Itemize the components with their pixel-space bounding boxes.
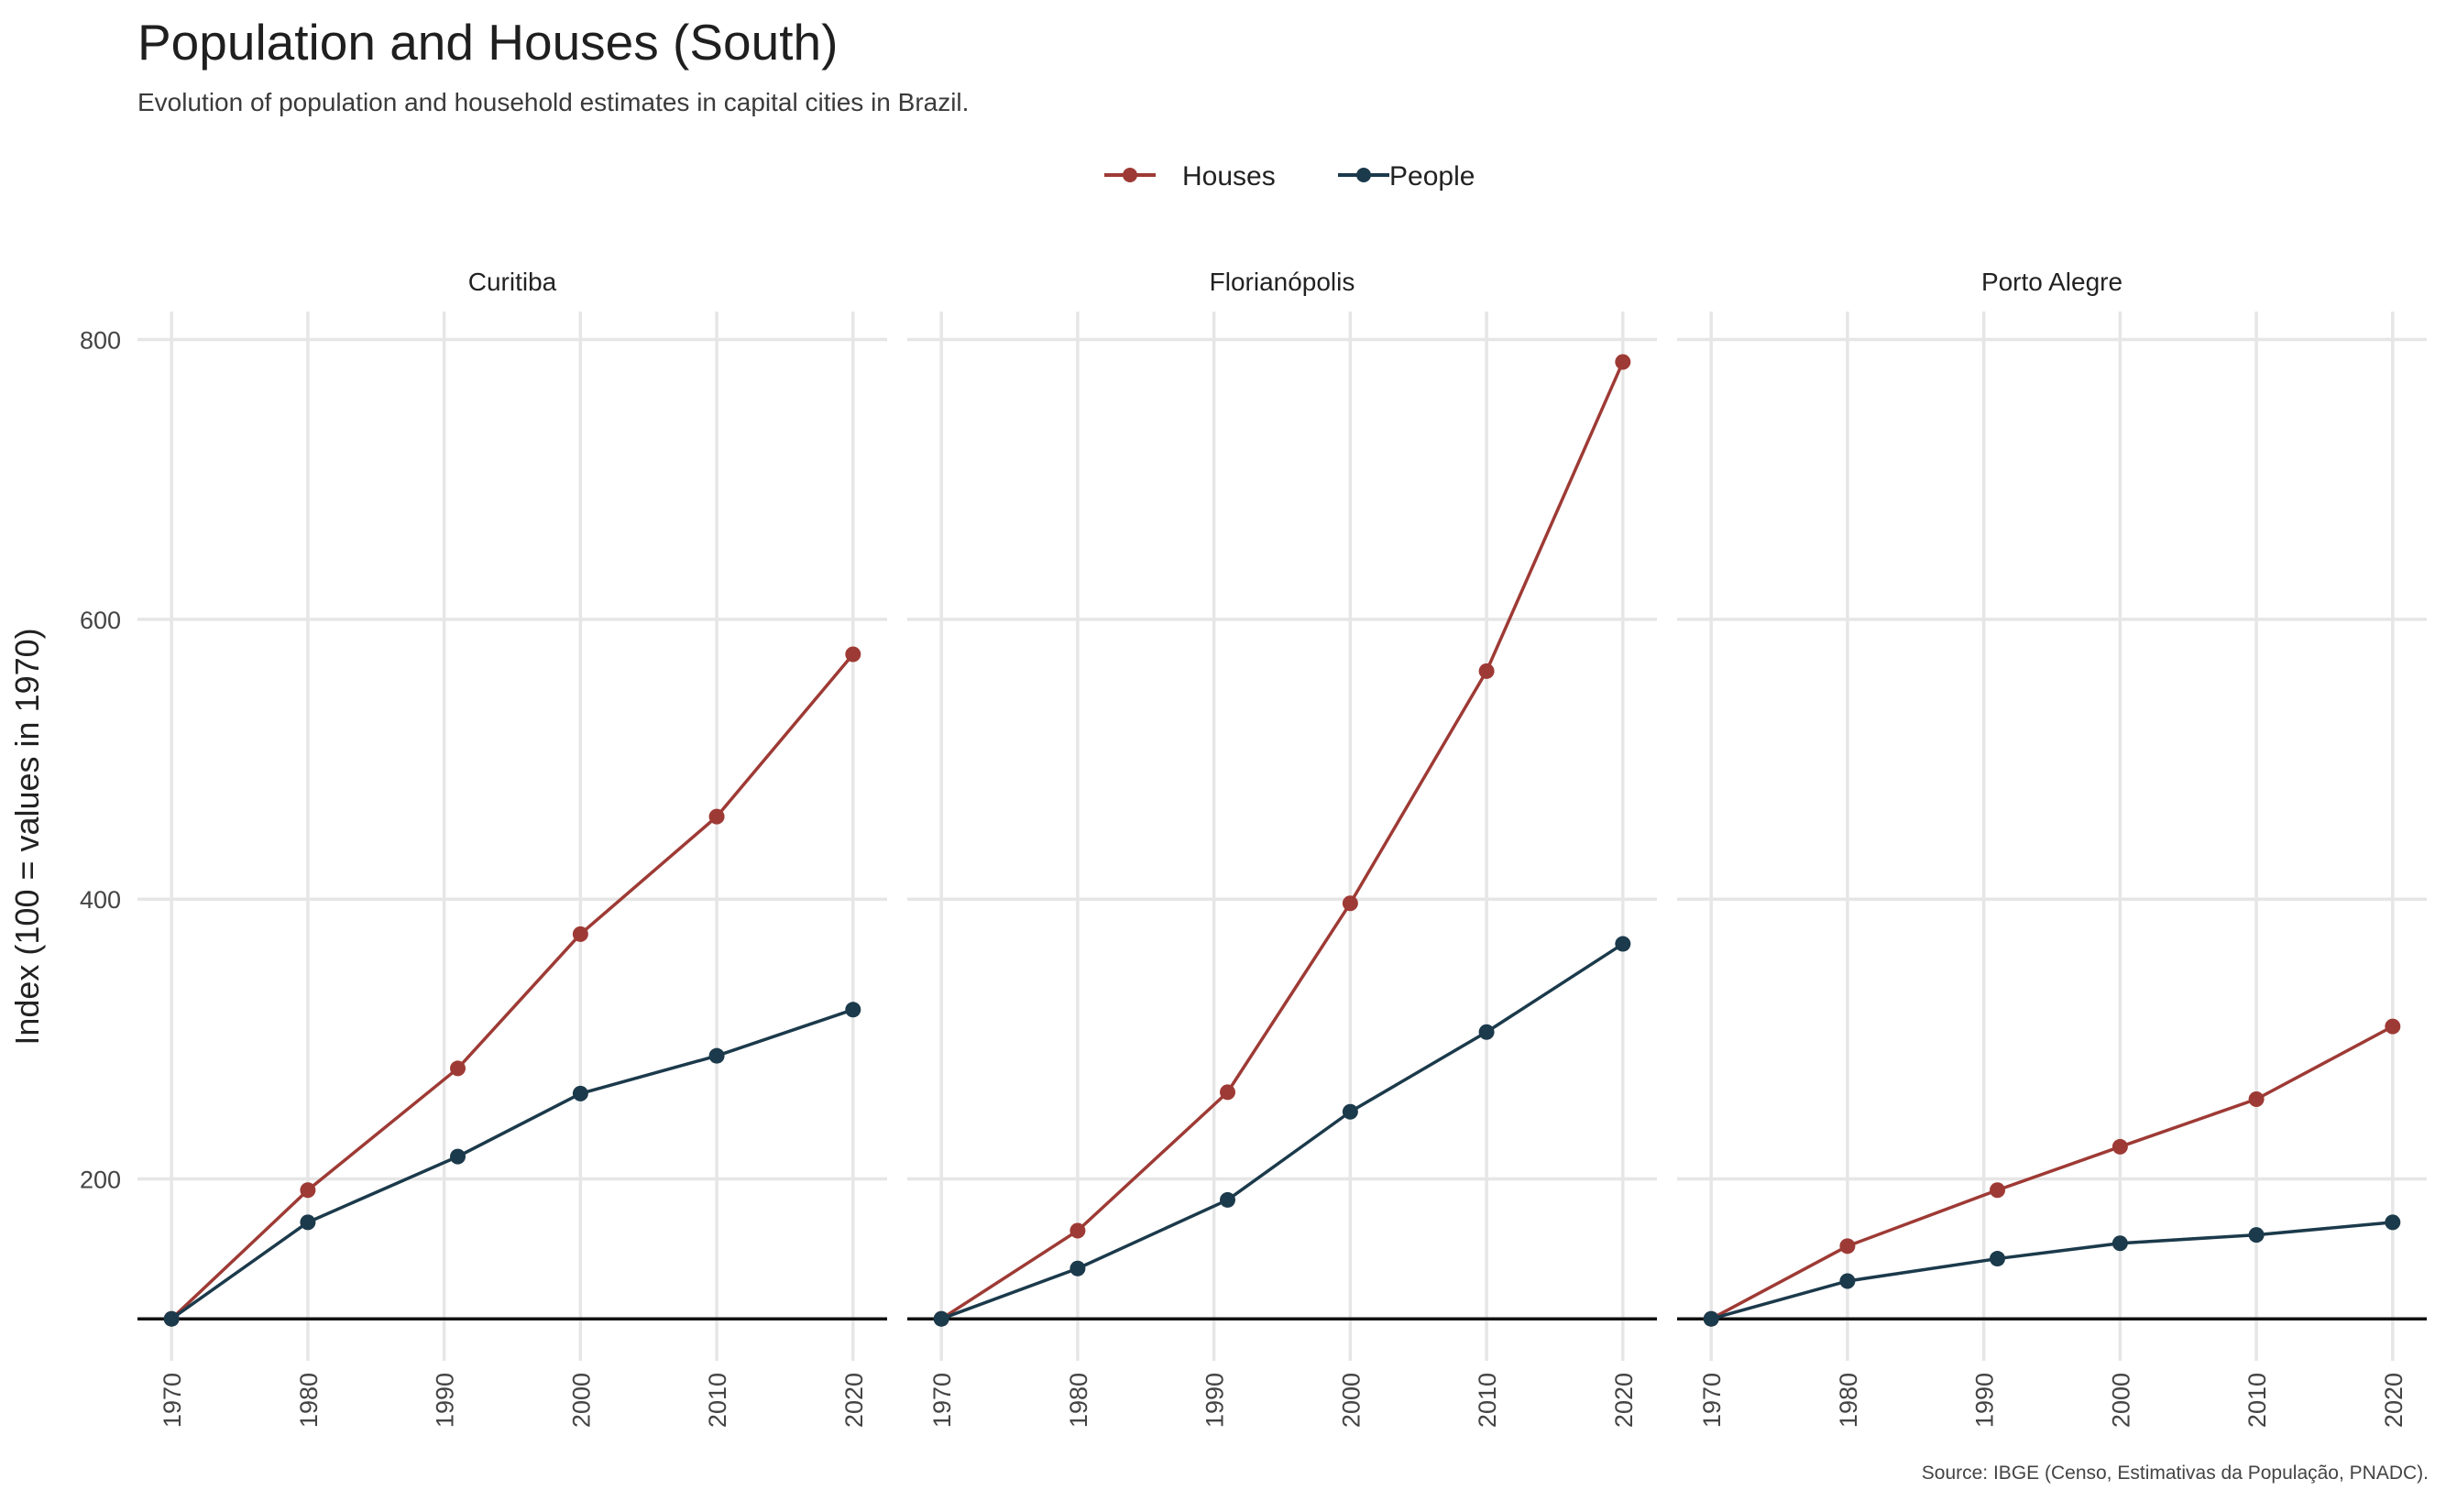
data-point [708,808,725,825]
x-tick-label: 1990 [1201,1373,1229,1428]
data-point [1615,936,1631,952]
series-line-people [170,1008,854,1320]
data-point [1220,1084,1236,1101]
data-point [2385,1018,2401,1035]
facet-strip-label: Curitiba [468,268,557,296]
y-tick-label: 400 [80,886,121,914]
series-line-houses [1710,1024,2394,1320]
data-point [2248,1091,2265,1108]
data-point [300,1182,316,1199]
y-tick-label: 800 [80,327,121,355]
x-tick-label: 2010 [1474,1373,1501,1428]
data-point [1342,1103,1358,1120]
legend-item-houses: Houses [1104,161,1276,192]
series-line-people [1710,1221,2393,1320]
data-point [1839,1238,1856,1255]
data-point [1069,1260,1086,1276]
x-tick-label: 2020 [840,1373,868,1428]
series-houses [933,354,1631,1327]
data-point [2248,1227,2265,1244]
y-tick-label: 200 [80,1167,121,1194]
data-point [2385,1214,2401,1231]
x-tick-label: 1970 [159,1373,186,1428]
legend-label: People [1389,161,1475,192]
series-line-houses [940,361,1625,1320]
data-point [300,1214,316,1231]
series-people [163,1002,861,1327]
data-point [1478,663,1495,679]
x-tick-label: 1990 [1971,1373,1999,1428]
legend-item-people: People [1338,161,1475,192]
data-point [1703,1310,1719,1327]
chart-title: Population and Houses (South) [137,14,839,71]
series-line-people [940,942,1624,1320]
x-tick-label: 2020 [2380,1373,2408,1428]
data-point [2111,1138,2128,1155]
data-point [708,1047,725,1064]
gridlines [907,312,1657,1361]
x-tick-label: 2020 [1610,1373,1638,1428]
series-houses [163,646,861,1327]
y-axis-label: Index (100 = values in 1970) [8,628,46,1045]
data-point [450,1060,466,1077]
x-tick-label: 1980 [1835,1373,1862,1428]
x-tick-label: 2010 [2243,1373,2271,1428]
data-point [2111,1235,2128,1252]
series-people [933,936,1631,1327]
data-point [572,1085,588,1101]
data-point [1478,1024,1495,1040]
data-point [1342,895,1358,912]
data-point [1839,1273,1856,1289]
x-tick-label: 1970 [928,1373,956,1428]
y-axis: 200 400 600 800 [80,327,121,1194]
x-tick-label: 1980 [295,1373,323,1428]
x-tick-label: 2010 [704,1373,731,1428]
legend: Houses People [1104,161,1475,192]
x-tick-label: 1980 [1065,1373,1092,1428]
gridlines [137,312,887,1361]
source-caption: Source: IBGE (Censo, Estimativas da Popu… [1921,1463,2429,1484]
data-point [1220,1191,1236,1208]
gridlines [1677,312,2427,1361]
facet-panel-porto-alegre: Porto Alegre 1970 1980 1990 2000 2010 2020 [1677,268,2427,1428]
data-point [845,646,861,663]
x-tick-label: 1990 [432,1373,459,1428]
data-point [845,1002,861,1018]
data-point [1069,1222,1086,1239]
legend-key-point [1123,168,1137,182]
y-tick-label: 600 [80,607,121,634]
series-houses [1703,1018,2401,1327]
data-point [1990,1182,2006,1199]
data-point [933,1310,949,1327]
facet-strip-label: Florianópolis [1210,268,1355,296]
facet-panel-florianópolis: Florianópolis 1970 1980 1990 2000 2010 2020 [907,268,1657,1428]
facet-panel-curitiba: Curitiba 1970 1980 1990 2000 2010 2020 [137,268,887,1428]
x-tick-label: 2000 [1337,1373,1365,1428]
x-tick-label: 1970 [1698,1373,1726,1428]
data-point [450,1148,466,1165]
legend-key-point [1356,168,1371,182]
data-point [163,1310,180,1327]
data-point [572,926,588,942]
series-people [1703,1214,2401,1327]
x-tick-label: 2000 [2107,1373,2134,1428]
data-point [1990,1251,2006,1267]
chart-subtitle: Evolution of population and household es… [137,88,970,116]
facet-strip-label: Porto Alegre [1981,268,2122,296]
data-point [1615,354,1631,370]
legend-label: Houses [1182,161,1276,192]
series-line-houses [170,652,855,1320]
x-tick-label: 2000 [567,1373,595,1428]
